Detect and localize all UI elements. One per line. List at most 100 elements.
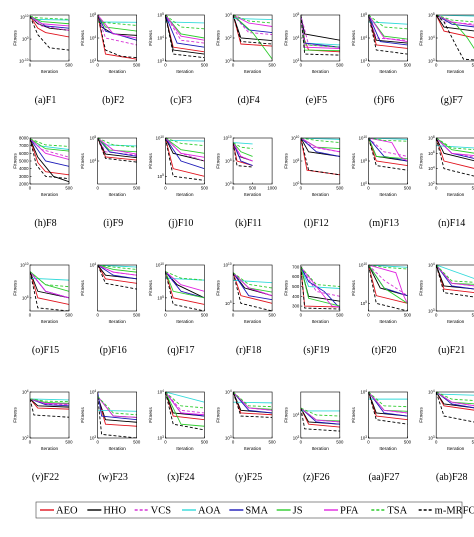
y-tick-label: 103: [225, 435, 232, 441]
series-line-m-mrfo: [436, 392, 474, 423]
x-tick-label: 0: [29, 63, 32, 68]
panel-caption: (i)F9: [103, 218, 123, 229]
series-line-aeo: [300, 266, 340, 308]
y-tick-label: 100: [225, 58, 232, 64]
legend-entry: PFA: [324, 506, 359, 517]
series-line-sma: [368, 15, 408, 46]
x-axis-label: Iteration: [312, 446, 330, 452]
y-tick-label: 300: [292, 304, 300, 309]
x-axis-label: Iteration: [447, 69, 465, 75]
y-tick-label: 105: [157, 173, 164, 179]
series-line-pfa: [233, 15, 273, 27]
series-line-pfa: [165, 271, 205, 292]
x-axis-label: Iteration: [244, 192, 262, 198]
series-line-sma: [30, 138, 69, 167]
y-tick-label: 4000: [19, 166, 29, 171]
series-line-js: [97, 265, 137, 273]
y-axis-label: Fitness: [216, 153, 222, 169]
y-tick-label: 6000: [19, 151, 29, 156]
series-line-tsa: [30, 271, 69, 288]
panel-caption: (x)F24: [167, 472, 194, 483]
x-tick-label: 0: [300, 440, 303, 445]
series-line-vcs: [233, 272, 273, 297]
series-line-vcs: [165, 15, 205, 44]
y-tick-label: 104: [293, 412, 300, 418]
series-line-js: [233, 15, 273, 60]
series-line-js: [165, 392, 205, 427]
y-tick-label: 8000: [19, 136, 29, 141]
y-axis-label: Fitness: [351, 30, 357, 46]
x-axis-label: Iteration: [176, 192, 194, 198]
x-axis-label: Iteration: [41, 319, 59, 325]
plot-frame: [29, 264, 70, 312]
x-axis-label: Iteration: [312, 192, 330, 198]
x-axis-label: Iteration: [176, 446, 194, 452]
legend-entry: VCS: [134, 506, 171, 517]
x-tick-label: 500: [65, 63, 73, 68]
chart-panel: 1010 105 1000 500 Iteration Fitness (l)F12: [283, 135, 344, 229]
y-tick-label: 103: [428, 308, 435, 314]
plot-frame: [232, 391, 273, 439]
x-axis-label: Iteration: [447, 319, 465, 325]
y-tick-label: 103: [90, 58, 97, 64]
panel-caption: (ab)F28: [436, 472, 468, 483]
series-line-tsa: [436, 265, 474, 283]
x-axis-label: Iteration: [244, 319, 262, 325]
series-line-tsa: [233, 15, 273, 24]
series-line-sma: [368, 138, 408, 162]
plot-frame: [435, 264, 474, 312]
panel-caption: (t)F20: [372, 345, 397, 356]
x-tick-label: 500: [404, 440, 412, 445]
y-tick-label: 104: [360, 389, 367, 395]
series-line-hho: [97, 396, 137, 423]
series-line-vcs: [233, 15, 273, 35]
plot-frame: [435, 391, 474, 439]
y-tick-label: 3000: [19, 174, 29, 179]
y-axis-label: Fitness: [419, 30, 425, 46]
y-tick-label: 104: [428, 389, 435, 395]
x-tick-label: 1000: [267, 186, 277, 191]
panel-caption: (v)F22: [32, 472, 59, 483]
y-axis-label: Fitness: [148, 280, 154, 296]
series-line-pfa: [436, 392, 474, 407]
legend-label: JS: [293, 506, 303, 517]
series-line-tsa: [300, 266, 340, 287]
series-line-m-mrfo: [436, 15, 474, 61]
x-tick-label: 0: [367, 186, 370, 191]
series-line-aeo: [300, 138, 340, 176]
y-tick-label: 104: [293, 35, 300, 41]
chart-panel: 1010 105 0 500 Iteration Fitness (o)F15: [13, 262, 74, 356]
series-line-aeo: [30, 138, 69, 176]
x-axis-label: Iteration: [109, 69, 127, 75]
y-tick-label: 104: [90, 35, 97, 41]
series-line-pfa: [436, 15, 474, 26]
x-axis-label: Iteration: [176, 69, 194, 75]
legend-entry: m-MRFO: [418, 506, 474, 517]
panel-caption: (b)F2: [102, 95, 124, 106]
series-line-pfa: [30, 138, 69, 160]
y-tick-label: 102: [225, 35, 232, 41]
y-tick-label: 5000: [19, 159, 29, 164]
y-tick-label: 103: [360, 58, 367, 64]
y-tick-label: 104: [360, 35, 367, 41]
chart-panel: 1010 105 0 500 Iteration Fitness (r)F18: [216, 262, 277, 356]
x-tick-label: 0: [97, 440, 100, 445]
series-line-aeo: [368, 265, 408, 304]
y-tick-label: 100: [22, 36, 29, 42]
series-line-tsa: [368, 138, 408, 142]
chart-panel: 104 0 500 Iteration Fitness (p)F16: [80, 262, 141, 356]
x-tick-label: 0: [300, 63, 303, 68]
x-tick-label: 500: [404, 313, 412, 318]
panel-caption: (y)F25: [235, 472, 262, 483]
series-line-aoa: [30, 277, 69, 281]
y-tick-label: 105: [360, 12, 367, 18]
y-tick-label: 600: [292, 274, 300, 279]
legend-entry: SMA: [229, 506, 269, 517]
y-tick-label: 104: [22, 389, 29, 395]
series-line-m-mrfo: [30, 271, 69, 311]
